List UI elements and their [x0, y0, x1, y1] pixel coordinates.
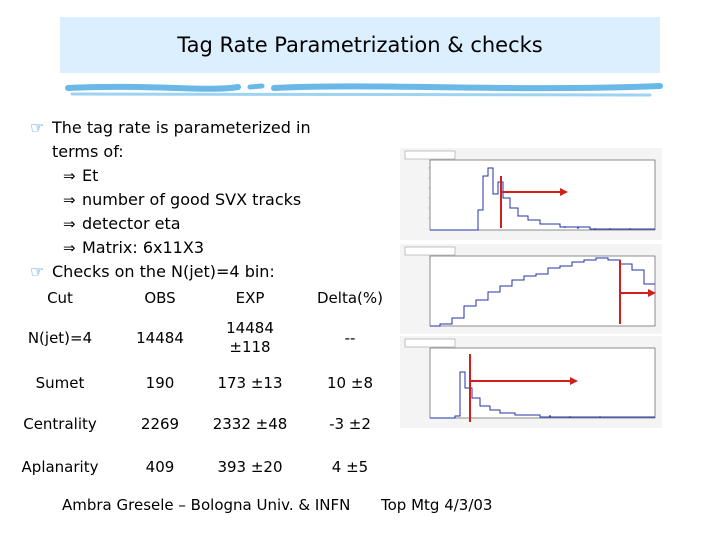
header-cut: Cut [47, 289, 73, 307]
sub-item-detector-eta: ⇒ detector eta [30, 212, 311, 236]
table-row: N(jet)=4 14484 14484 ±118 -- [27, 319, 356, 356]
header-exp: EXP [235, 289, 265, 307]
table-row: Sumet 190 173 ±13 10 ±8 [35, 374, 373, 392]
slide-title: Tag Rate Parametrization & checks [177, 33, 543, 57]
table-row: Centrality 2269 2332 ±48 -3 ±2 [23, 415, 371, 433]
bullet-list: ☞ The tag rate is parameterized in terms… [30, 116, 311, 284]
implies-arrow-icon: ⇒ [63, 239, 76, 257]
implies-arrow-icon: ⇒ [63, 191, 76, 209]
table-header-row: Cut OBS EXP Delta(%) [0, 283, 400, 313]
histogram-plot-svx-tracks [400, 244, 662, 334]
histogram-plot-et [400, 148, 662, 240]
sub-item-svx-tracks: ⇒ number of good SVX tracks [30, 188, 311, 212]
footer-meeting: Top Mtg 4/3/03 [381, 496, 493, 514]
header-delta: Delta(%) [317, 289, 383, 307]
sub-item-matrix: ⇒ Matrix: 6x11X3 [30, 236, 311, 260]
hand-pointer-icon: ☞ [30, 262, 45, 281]
title-box: Tag Rate Parametrization & checks [60, 17, 660, 73]
implies-arrow-icon: ⇒ [63, 215, 76, 233]
histogram-plot-detector-eta [400, 336, 662, 428]
bullet-checks: ☞ Checks on the N(jet)=4 bin: [30, 260, 311, 284]
bullet-continuation: terms of: [52, 142, 124, 161]
checks-table: Cut OBS EXP Delta(%) N(jet)=4 14484 1448… [0, 283, 400, 489]
sub-item-et: ⇒ Et [30, 164, 311, 188]
implies-arrow-icon: ⇒ [63, 167, 76, 185]
bullet-parametrization: ☞ The tag rate is parameterized in [30, 116, 311, 140]
hand-pointer-icon: ☞ [30, 118, 45, 137]
header-obs: OBS [144, 289, 176, 307]
table-row: Aplanarity 409 393 ±20 4 ±5 [21, 458, 369, 476]
brush-stroke-decoration [65, 83, 663, 97]
footer-author: Ambra Gresele – Bologna Univ. & INFN [62, 496, 351, 514]
